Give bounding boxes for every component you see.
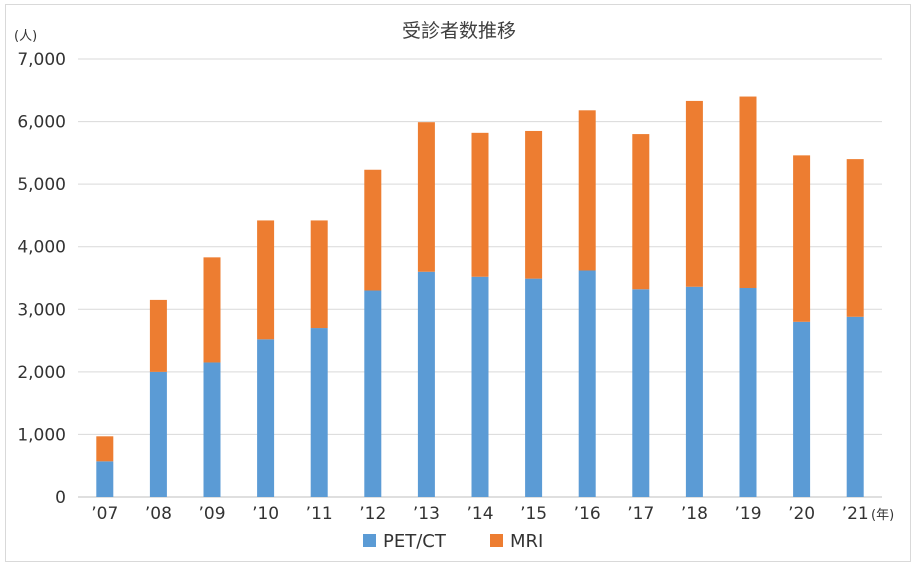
- y-tick-label: 4,000: [17, 238, 66, 258]
- legend-label: MRI: [510, 531, 543, 552]
- x-tick-label: ’11: [306, 504, 333, 524]
- x-tick-label: ’17: [627, 504, 654, 524]
- bar-mri-13: [793, 155, 811, 322]
- bar-pet-ct-4: [310, 328, 328, 497]
- y-axis-unit: (人): [14, 29, 37, 44]
- x-tick-label: ’16: [574, 504, 601, 524]
- bars: [96, 96, 864, 497]
- y-tick-label: 1,000: [17, 425, 66, 445]
- x-tick-label: ’14: [466, 504, 493, 524]
- y-tick-label: 3,000: [17, 300, 66, 320]
- bar-mri-6: [417, 122, 435, 272]
- x-tick-label: ’13: [413, 504, 440, 524]
- chart-title: 受診者数推移: [402, 20, 516, 42]
- bar-pet-ct-5: [364, 290, 382, 497]
- x-tick-label: ’07: [91, 504, 118, 524]
- bar-pet-ct-6: [417, 271, 435, 497]
- y-tick-label: 0: [55, 488, 66, 508]
- x-tick-label: ’20: [788, 504, 815, 524]
- bar-mri-8: [525, 130, 543, 279]
- y-tick-label: 6,000: [17, 113, 66, 133]
- bar-pet-ct-2: [203, 362, 221, 497]
- bar-pet-ct-9: [578, 270, 596, 497]
- bar-mri-4: [310, 220, 328, 329]
- x-tick-label: ’15: [520, 504, 547, 524]
- x-tick-label: ’09: [198, 504, 225, 524]
- x-tick-label: ’12: [359, 504, 386, 524]
- x-tick-label: ’18: [681, 504, 708, 524]
- x-tick-label: ’10: [252, 504, 279, 524]
- y-tick-label: 5,000: [17, 175, 66, 195]
- legend-swatch-pet-ct: [363, 534, 376, 547]
- bar-mri-0: [96, 436, 114, 462]
- bar-pet-ct-0: [96, 461, 114, 497]
- bar-pet-ct-13: [793, 321, 811, 497]
- bar-pet-ct-8: [525, 278, 543, 497]
- bar-mri-5: [364, 169, 382, 291]
- bar-pet-ct-10: [632, 289, 650, 497]
- y-tick-label: 7,000: [17, 50, 66, 70]
- x-tick-label: ’21: [842, 504, 869, 524]
- bar-pet-ct-3: [257, 339, 275, 497]
- x-tick-label: ’08: [145, 504, 172, 524]
- x-tick-label: ’19: [734, 504, 761, 524]
- y-axis-ticks: 0 1,000 2,000 3,000 4,000 5,000 6,000 7,000: [17, 50, 66, 508]
- bar-pet-ct-11: [685, 286, 703, 497]
- bar-mri-11: [685, 100, 703, 287]
- x-axis-ticks: ’07 ’08 ’09 ’10 ’11 ’12 ’13 ’14 ’15 ’16 ’17 ’18 ’19 ’…: [91, 504, 868, 524]
- bar-mri-2: [203, 257, 221, 363]
- bar-mri-7: [471, 132, 489, 277]
- bar-mri-12: [739, 96, 757, 289]
- legend-label: PET/CT: [383, 531, 447, 552]
- legend: PET/CT MRI: [363, 531, 543, 552]
- bar-mri-9: [578, 110, 596, 271]
- bar-pet-ct-1: [149, 371, 167, 497]
- y-tick-label: 2,000: [17, 363, 66, 383]
- bar-mri-14: [846, 159, 864, 317]
- bar-mri-3: [257, 220, 275, 340]
- bar-pet-ct-7: [471, 276, 489, 497]
- bar-mri-1: [149, 299, 167, 372]
- bar-pet-ct-12: [739, 288, 757, 497]
- bar-pet-ct-14: [846, 316, 864, 497]
- legend-swatch-mri: [490, 534, 503, 547]
- bar-mri-10: [632, 134, 650, 290]
- x-axis-unit: (年): [871, 508, 894, 523]
